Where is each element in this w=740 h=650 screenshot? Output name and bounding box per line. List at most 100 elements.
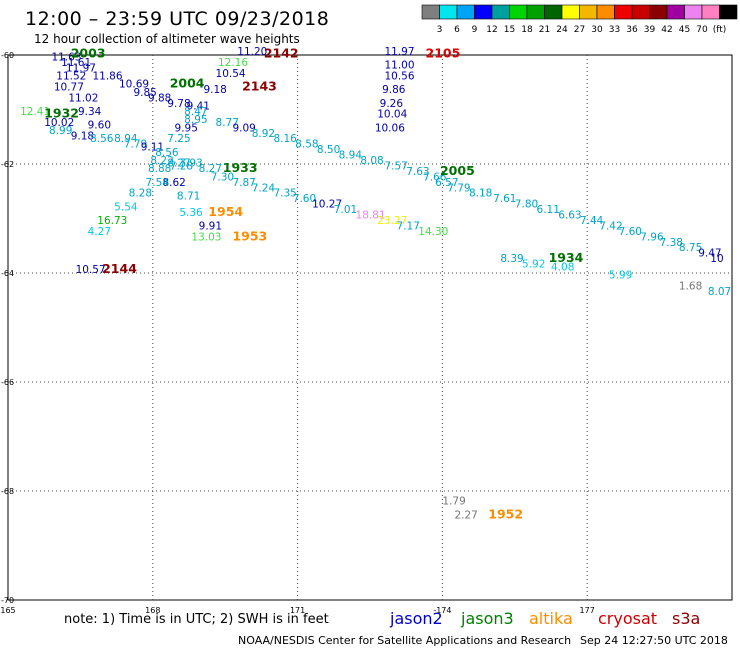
- wave-height-value: 7.66: [423, 171, 447, 183]
- colorbar-label: 27: [574, 25, 585, 35]
- wave-height-value: 7.60: [619, 226, 642, 238]
- colorbar-label: 70: [696, 25, 708, 35]
- wave-height-value: 9.78: [167, 98, 190, 110]
- pass-time-label: 1953: [232, 228, 267, 243]
- colorbar-label: 9: [472, 25, 478, 35]
- wave-height-value: 7.44: [580, 215, 604, 227]
- wave-height-value: 8.94: [114, 133, 138, 145]
- wave-height-value: 10.04: [377, 109, 407, 121]
- wave-height-value: 11.97: [384, 46, 414, 58]
- wave-height-value: 7.42: [599, 220, 622, 232]
- y-tick-label: -64: [1, 269, 14, 278]
- y-tick-label: -62: [1, 160, 14, 169]
- wave-height-value: 9.47: [698, 248, 721, 260]
- wave-height-value: 8.56: [155, 147, 179, 159]
- wave-height-value: 9.85: [133, 87, 156, 99]
- generated-timestamp: Sep 24 12:27:50 UTC 2018: [580, 634, 728, 647]
- chart-subtitle: 12 hour collection of altimeter wave hei…: [34, 32, 300, 46]
- colorbar-label: 36: [626, 25, 638, 35]
- pass-time-label: 1954: [208, 204, 243, 219]
- wave-height-value: 7.63: [406, 166, 429, 178]
- wave-height-value: 7.54: [146, 177, 170, 189]
- wave-height-value: 10.56: [384, 71, 414, 83]
- wave-height-value: 2.27: [454, 509, 477, 521]
- wave-height-value: 7.24: [252, 182, 276, 194]
- pass-time-label: 1932: [44, 106, 79, 121]
- wave-height-value: 10: [710, 253, 723, 265]
- colorbar-swatch: [526, 4, 545, 20]
- wave-height-value: 6.11: [537, 204, 560, 216]
- wave-height-value: 7.61: [493, 193, 516, 205]
- wave-height-value: 8.94: [339, 150, 363, 162]
- wave-height-value: 8.28: [129, 188, 152, 200]
- wave-height-value: 7.17: [397, 220, 420, 232]
- wave-height-value: 14.30: [418, 226, 448, 238]
- wave-height-value: 8.39: [500, 253, 523, 265]
- wave-height-value: 5.92: [522, 259, 545, 271]
- wave-height-value: 7.87: [232, 177, 255, 189]
- wave-height-value: 10.54: [216, 68, 246, 80]
- y-tick-label: -70: [1, 596, 14, 605]
- colorbar-swatch: [701, 4, 720, 20]
- colorbar-label: 21: [539, 25, 550, 35]
- colorbar-swatch: [614, 4, 633, 20]
- page-title: 12:00 – 23:59 UTC 09/23/2018: [25, 8, 330, 30]
- wave-height-value: 7.93: [179, 158, 202, 170]
- colorbar-swatch: [561, 4, 580, 20]
- wave-height-value: 8.92: [252, 128, 275, 140]
- credit-line: NOAA/NESDIS Center for Satellite Applica…: [238, 634, 572, 647]
- colorbar-swatch: [579, 4, 598, 20]
- wave-height-value: 7.79: [447, 182, 470, 194]
- wave-height-value: 10.02: [44, 117, 74, 129]
- colorbar-label: 42: [661, 25, 672, 35]
- wave-height-value: 8.99: [49, 125, 72, 137]
- colorbar-label: 18: [521, 25, 533, 35]
- wave-height-value: 6.63: [558, 210, 581, 222]
- colorbar-label: 15: [504, 25, 515, 35]
- legend-s3a: s3a: [672, 609, 701, 628]
- colorbar-label: 30: [591, 25, 603, 35]
- y-tick-label: -60: [1, 51, 14, 60]
- wave-height-value: 8.62: [162, 177, 185, 189]
- pass-time-label: 2105: [426, 46, 461, 61]
- wave-height-value: 9.41: [187, 101, 210, 113]
- wave-height-value: 6.57: [435, 177, 458, 189]
- pass-time-label: 1934: [549, 250, 584, 265]
- x-tick-label: 171: [290, 606, 305, 615]
- wave-height-value: 9.34: [78, 106, 102, 118]
- colorbar-label: 24: [556, 25, 568, 35]
- legend-altika: altika: [529, 609, 573, 628]
- x-tick-label: 177: [580, 606, 595, 615]
- wave-height-value: 8.07: [708, 286, 731, 298]
- colorbar-label: (ft): [713, 25, 727, 35]
- wave-height-value: 10.77: [54, 81, 84, 93]
- colorbar-swatch: [509, 4, 528, 20]
- wave-height-value: 9.09: [232, 122, 255, 134]
- colorbar-swatch: [421, 4, 440, 20]
- wave-height-value: 5.99: [609, 269, 632, 281]
- wave-height-value: 7.60: [293, 193, 316, 205]
- wave-height-value: 11.61: [61, 57, 91, 69]
- color-scale-legend: 3 6 9 12 15 18 21 24 27 30 33 36 39 42 45 70 (ft): [421, 4, 738, 35]
- wave-height-value: 7.35: [273, 188, 296, 200]
- wave-height-value: 1.79: [442, 496, 465, 508]
- colorbar-swatch: [631, 4, 650, 20]
- pass-time-label: 1952: [488, 506, 523, 521]
- wave-height-value: 11.86: [92, 71, 122, 83]
- colorbar-swatch: [596, 4, 615, 20]
- x-tick-label: 165: [0, 606, 15, 615]
- pass-time-label: 2004: [170, 76, 205, 91]
- wave-height-value: 8.27: [167, 158, 190, 170]
- wave-height-value: 4.27: [88, 226, 111, 238]
- wave-height-value: 8.75: [679, 242, 702, 254]
- colorbar-swatch: [684, 4, 703, 20]
- colorbar-label: 39: [644, 25, 656, 35]
- pass-time-label: 2144: [102, 261, 137, 276]
- wave-height-value: 9.18: [203, 84, 226, 96]
- wave-height-value: 9.88: [148, 92, 171, 104]
- pass-time-label: 1933: [223, 160, 258, 175]
- wave-height-value: 11.00: [384, 60, 414, 72]
- wave-height-value: 9.95: [175, 122, 198, 134]
- y-tick-label: -68: [1, 487, 14, 496]
- wave-height-value: 8.18: [469, 188, 492, 200]
